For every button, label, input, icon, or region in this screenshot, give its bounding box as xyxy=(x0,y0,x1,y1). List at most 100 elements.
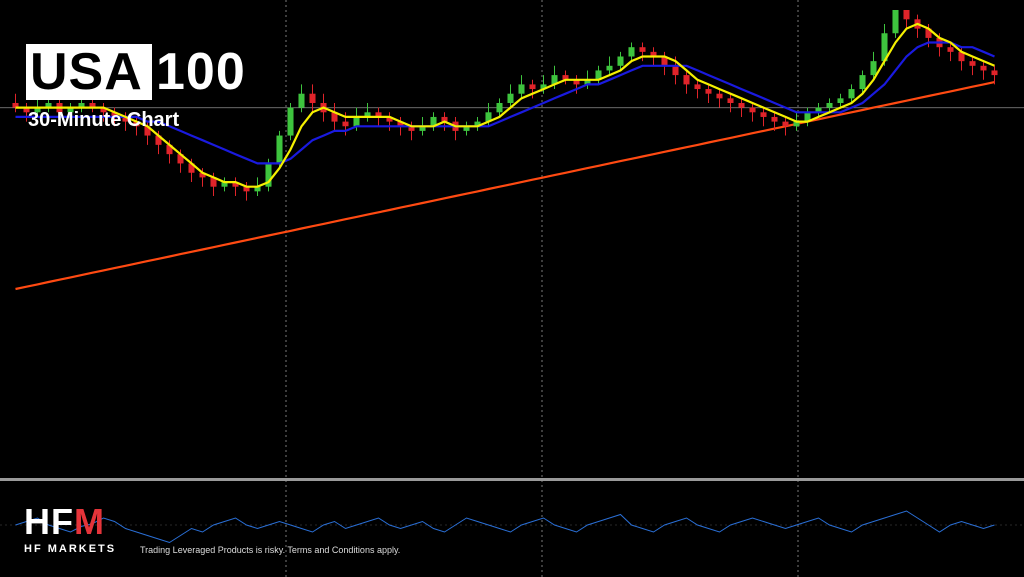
brand-mark: HFM xyxy=(24,504,116,540)
candle-body xyxy=(815,107,822,113)
candle-body xyxy=(859,75,866,90)
candle-body xyxy=(760,112,767,117)
ma-fast-line xyxy=(15,22,995,188)
candle-body xyxy=(727,98,734,103)
candle-body xyxy=(771,116,778,122)
candle-body xyxy=(518,84,525,94)
candle-body xyxy=(804,112,811,122)
candle-body xyxy=(45,103,52,108)
candle-body xyxy=(111,112,118,117)
panel-separator xyxy=(0,478,1024,481)
disclaimer: Trading Leveraged Products is risky. Ter… xyxy=(140,545,401,555)
candle-body xyxy=(980,65,987,71)
candle-body xyxy=(892,10,899,34)
candle-body xyxy=(177,154,184,164)
candle-body xyxy=(199,172,206,178)
candle-body xyxy=(232,182,239,187)
candle-body xyxy=(243,186,250,192)
candle-body xyxy=(782,121,789,127)
candle-body xyxy=(89,103,96,108)
candle-body xyxy=(958,51,965,62)
ticker-part1: USA xyxy=(30,43,143,101)
candle-body xyxy=(265,163,272,187)
candle-body xyxy=(342,121,349,127)
candle-body xyxy=(375,112,382,117)
candle-body xyxy=(606,65,613,71)
candle-body xyxy=(650,51,657,57)
candles xyxy=(12,10,998,201)
oscillator-line xyxy=(15,510,995,544)
candle-body xyxy=(12,103,19,108)
candle-body xyxy=(496,103,503,113)
candle-body xyxy=(617,56,624,66)
candle-body xyxy=(837,98,844,103)
candle-body xyxy=(749,107,756,113)
candle-body xyxy=(595,70,602,80)
candle-body xyxy=(683,75,690,85)
candle-body xyxy=(463,126,470,131)
candle-body xyxy=(166,144,173,155)
candle-body xyxy=(78,103,85,108)
brand-logo: HFM HF MARKETS xyxy=(24,504,116,556)
candle-body xyxy=(298,93,305,108)
candle-body xyxy=(639,47,646,52)
candle-body xyxy=(364,112,371,117)
candle-body xyxy=(408,126,415,131)
ticker-part2: 100 xyxy=(156,43,246,101)
candle-body xyxy=(672,65,679,76)
candle-body xyxy=(397,121,404,127)
candle-body xyxy=(386,116,393,122)
candle-body xyxy=(848,89,855,99)
candle-body xyxy=(254,186,261,192)
candle-body xyxy=(188,163,195,173)
candle-body xyxy=(562,75,569,80)
candle-body xyxy=(991,70,998,76)
candle-body xyxy=(947,47,954,52)
candle-body xyxy=(419,126,426,131)
candle-body xyxy=(540,84,547,90)
candle-body xyxy=(507,93,514,103)
ticker-highlight xyxy=(26,44,152,100)
candle-body xyxy=(694,84,701,90)
chart-subtitle: 30-Minute Chart xyxy=(28,109,180,131)
candle-body xyxy=(584,79,591,85)
candle-body xyxy=(122,116,129,122)
candle-body xyxy=(133,121,140,127)
candle-body xyxy=(287,107,294,136)
ma-slow-series xyxy=(15,81,995,291)
candle-body xyxy=(309,93,316,103)
candle-body xyxy=(881,33,888,62)
candle-body xyxy=(716,93,723,99)
candle-body xyxy=(474,121,481,127)
candle-body xyxy=(441,116,448,122)
oscillator-series xyxy=(0,510,1024,544)
ma-slow-line xyxy=(15,81,995,291)
candle-body xyxy=(826,103,833,108)
candle-body xyxy=(155,135,162,145)
candle-body xyxy=(430,116,437,127)
candle-body xyxy=(793,121,800,127)
candle-body xyxy=(705,89,712,94)
candle-body xyxy=(573,79,580,85)
candle-body xyxy=(529,84,536,90)
candle-body xyxy=(870,61,877,76)
candle-body xyxy=(221,182,228,187)
candle-body xyxy=(925,28,932,38)
candle-body xyxy=(969,61,976,66)
candle-body xyxy=(628,47,635,57)
candle-body xyxy=(100,107,107,113)
brand-mark-right: M xyxy=(74,501,105,542)
candle-body xyxy=(485,112,492,122)
candle-body xyxy=(67,107,74,113)
candle-body xyxy=(661,56,668,66)
candle-body xyxy=(551,75,558,85)
candle-body xyxy=(23,107,30,113)
candle-body xyxy=(331,112,338,122)
ma-fast-series xyxy=(15,22,995,188)
candle-body xyxy=(144,126,151,136)
candle-body xyxy=(210,177,217,187)
candle-body xyxy=(34,107,41,113)
candle-body xyxy=(903,10,910,20)
